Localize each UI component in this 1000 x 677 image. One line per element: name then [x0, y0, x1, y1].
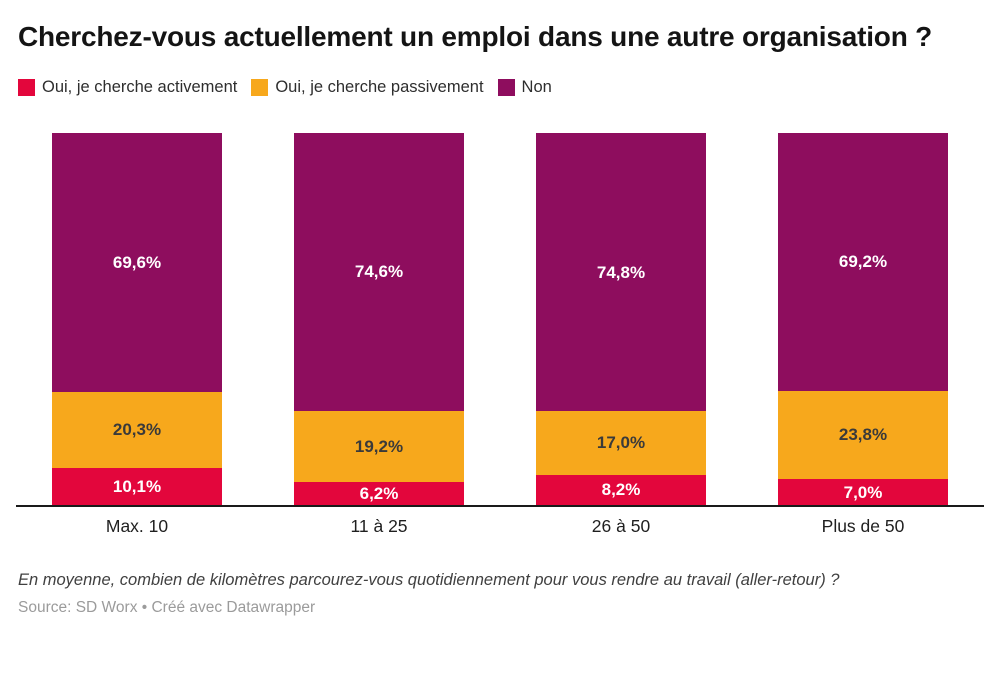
bar-segment-26-a-50-oui-je-cherche-passivement[interactable]: 17,0% [536, 411, 706, 475]
x-axis-labels: Max. 10 11 à 25 26 à 50 Plus de 50 [16, 516, 984, 537]
plot-area: 69,6% 20,3% 10,1% 74,6% 19,2% 6,2% 74,8% 17,0% 8… [16, 133, 984, 508]
legend-label: Non [521, 77, 552, 96]
bars-group: 69,6% 20,3% 10,1% 74,6% 19,2% 6,2% 74,8% 17,0% 8… [16, 133, 984, 506]
bar-segment-value: 69,2% [838, 252, 888, 272]
bar-segment-11-a-25-oui-je-cherche-activement[interactable]: 6,2% [294, 482, 464, 506]
bar-26-a-50: 74,8% 17,0% 8,2% [536, 133, 706, 506]
bar-segment-value: 7,0% [843, 482, 883, 502]
bar-segment-plus-de-50-oui-je-cherche-activement[interactable]: 7,0% [778, 479, 948, 506]
bar-segment-value: 23,8% [838, 425, 888, 445]
footer-note: En moyenne, combien de kilomètres parcou… [18, 571, 840, 590]
legend-swatch-icon [18, 78, 35, 96]
bar-segment-value: 69,6% [112, 253, 162, 273]
bar-max-10: 69,6% 20,3% 10,1% [52, 133, 222, 506]
bar-segment-max-10-oui-je-cherche-passivement[interactable]: 20,3% [52, 392, 222, 468]
legend: Oui, je cherche activement Oui, je cherch… [18, 77, 984, 97]
footer-source: Source: SD Worx • Créé avec Datawrapper [18, 599, 316, 617]
bar-segment-value: 10,1% [112, 476, 162, 496]
bar-segment-11-a-25-non[interactable]: 74,6% [294, 133, 464, 411]
legend-item-non: Non [497, 77, 552, 97]
bar-segment-value: 74,6% [354, 262, 404, 282]
bar-plus-de-50: 69,2% 23,8% 7,0% [778, 133, 948, 506]
bar-segment-11-a-25-oui-je-cherche-passivement[interactable]: 19,2% [294, 410, 464, 483]
legend-swatch-icon [497, 78, 515, 96]
legend-label: Oui, je cherche passivement [275, 77, 484, 96]
bar-segment-value: 74,8% [596, 262, 646, 282]
bar-segment-26-a-50-non[interactable]: 74,8% [536, 133, 706, 412]
bar-segment-plus-de-50-non[interactable]: 69,2% [778, 133, 948, 391]
chart-title: Cherchez-vous actuellement un emploi dan… [18, 21, 933, 52]
bar-11-a-25: 74,6% 19,2% 6,2% [294, 133, 464, 506]
legend-item-oui-je-cherche-activement: Oui, je cherche activement [18, 78, 237, 97]
bar-segment-plus-de-50-oui-je-cherche-passivement[interactable]: 23,8% [778, 390, 948, 480]
legend-label: Oui, je cherche activement [42, 77, 238, 96]
bar-segment-max-10-non[interactable]: 69,6% [52, 133, 222, 392]
bar-segment-value: 6,2% [359, 484, 399, 504]
x-axis-label-26-a-50: 26 à 50 [591, 516, 651, 537]
legend-item-oui-je-cherche-passivement: Oui, je cherche passivement [251, 77, 484, 97]
x-axis-label-plus-de-50: Plus de 50 [821, 516, 905, 537]
x-axis-label-11-a-25: 11 à 25 [350, 516, 408, 537]
x-axis-label-max-10: Max. 10 [105, 516, 169, 537]
legend-swatch-icon [251, 78, 269, 96]
bar-segment-value: 17,0% [596, 433, 646, 453]
bar-segment-value: 19,2% [354, 436, 404, 456]
bar-segment-26-a-50-oui-je-cherche-activement[interactable]: 8,2% [536, 474, 706, 506]
bar-segment-value: 8,2% [601, 480, 641, 500]
bar-segment-value: 20,3% [112, 420, 162, 440]
bar-segment-max-10-oui-je-cherche-activement[interactable]: 10,1% [52, 467, 222, 506]
